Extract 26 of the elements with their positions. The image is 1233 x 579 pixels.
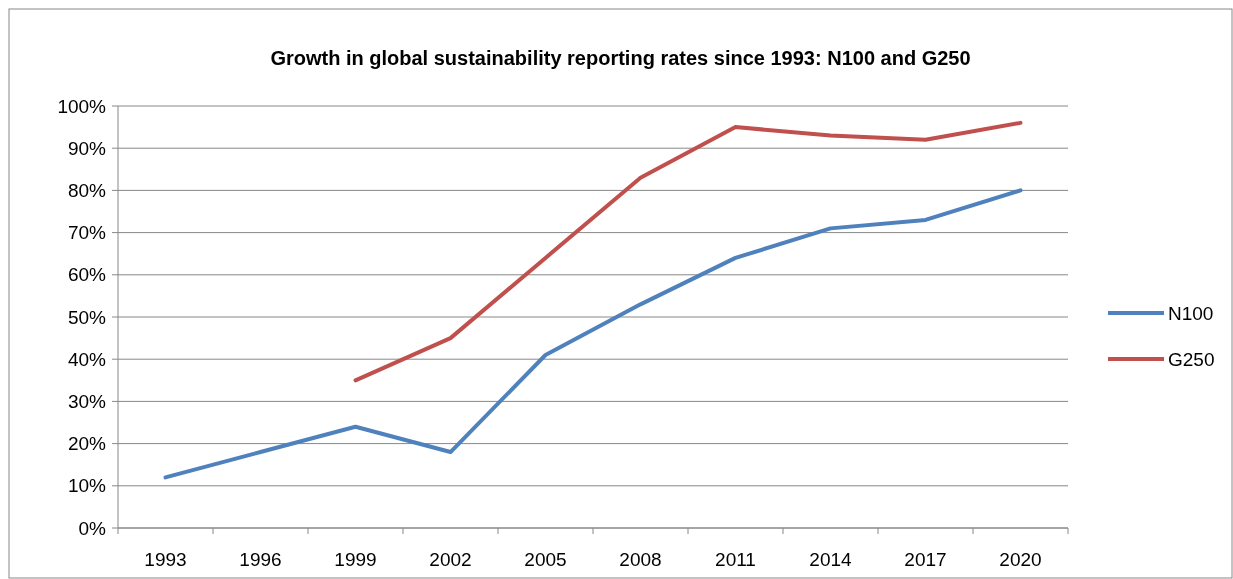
legend-label: G250 <box>1168 348 1215 370</box>
x-tick-label: 1993 <box>144 549 187 570</box>
x-tick-label: 1999 <box>334 549 377 570</box>
x-tick-label: 2014 <box>809 549 853 570</box>
y-tick-label: 60% <box>67 264 107 286</box>
x-tick-label: 1996 <box>239 549 282 570</box>
y-tick-label: 10% <box>67 475 107 497</box>
x-tick-label: 2011 <box>715 549 756 570</box>
x-tick-label: 2017 <box>904 549 947 570</box>
y-tick-label: 70% <box>67 222 107 244</box>
x-tick-label: 2020 <box>999 549 1042 570</box>
y-tick-label: 90% <box>67 137 107 159</box>
x-tick-label: 2002 <box>429 549 472 570</box>
y-tick-label: 20% <box>67 433 107 455</box>
y-tick-label: 30% <box>67 391 107 413</box>
chart-title: Growth in global sustainability reporting rates since 1993: N100 and G250 <box>270 47 971 69</box>
y-tick-label: 80% <box>67 180 107 202</box>
line-series <box>163 188 1023 480</box>
x-tick-label: 2008 <box>619 549 662 570</box>
y-tick-label: 100% <box>57 95 107 117</box>
y-tick-label: 0% <box>78 517 107 539</box>
line-series <box>353 120 1023 383</box>
x-tick-label: 2005 <box>524 549 567 570</box>
legend-label: N100 <box>1168 302 1214 324</box>
y-tick-label: 50% <box>67 306 107 328</box>
y-tick-label: 40% <box>67 348 107 370</box>
